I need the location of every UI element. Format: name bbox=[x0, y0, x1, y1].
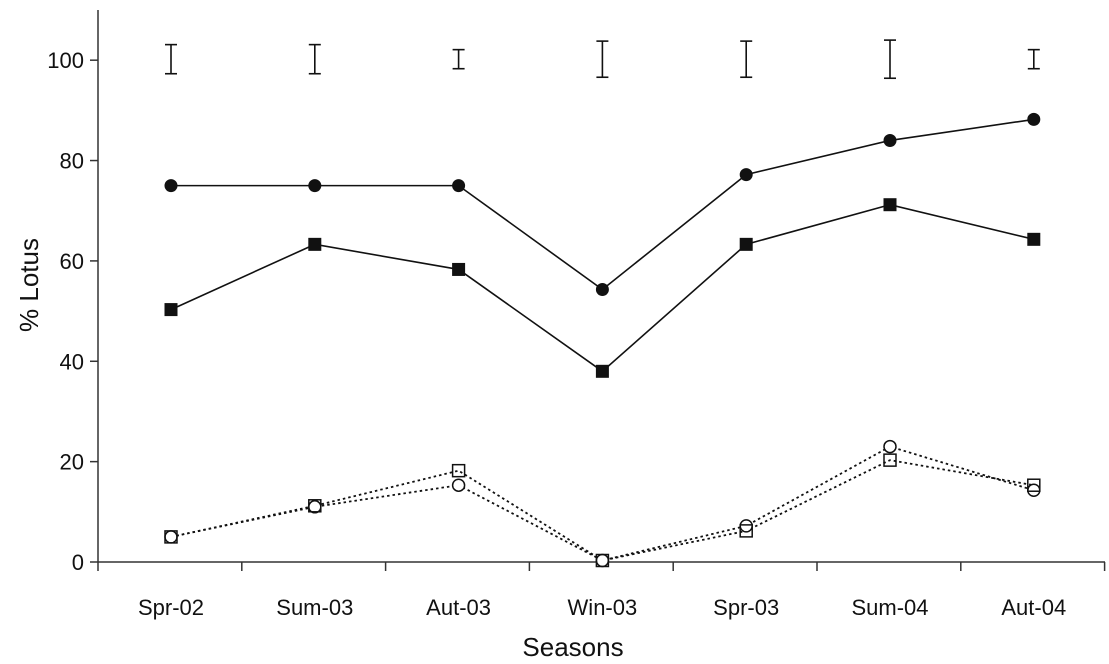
error-bars bbox=[165, 40, 1040, 78]
data-point-s1-4 bbox=[596, 283, 609, 296]
series-line-3 bbox=[171, 447, 1034, 561]
x-tick-label: Win-03 bbox=[568, 595, 638, 620]
error-bar bbox=[309, 45, 321, 74]
x-tick-label: Aut-04 bbox=[1001, 595, 1066, 620]
error-bar bbox=[740, 41, 752, 77]
data-point-s4-3 bbox=[453, 465, 465, 477]
y-tick-label: 20 bbox=[60, 450, 84, 475]
data-point-s2-2 bbox=[308, 238, 321, 251]
data-point-s3-5 bbox=[740, 520, 752, 532]
series-line-1 bbox=[171, 119, 1034, 289]
error-bar bbox=[165, 45, 177, 74]
series-lines bbox=[171, 119, 1034, 560]
markers bbox=[165, 113, 1041, 567]
data-point-s1-7 bbox=[1027, 113, 1040, 126]
y-tick-label: 60 bbox=[60, 249, 84, 274]
data-point-s3-7 bbox=[1028, 484, 1040, 496]
x-tick-label: Sum-04 bbox=[851, 595, 928, 620]
data-point-s1-6 bbox=[884, 134, 897, 147]
data-point-s1-5 bbox=[740, 168, 753, 181]
error-bar bbox=[1028, 50, 1040, 69]
data-point-s2-3 bbox=[452, 263, 465, 276]
x-tick-label: Spr-03 bbox=[713, 595, 779, 620]
x-tick-label: Spr-02 bbox=[138, 595, 204, 620]
data-point-s2-5 bbox=[740, 238, 753, 251]
data-point-s2-4 bbox=[596, 365, 609, 378]
data-point-s1-3 bbox=[452, 179, 465, 192]
error-bar bbox=[453, 50, 465, 69]
y-tick-label: 80 bbox=[60, 149, 84, 174]
labels: 0 20 40 60 80 100 Spr-02 Sum-03 Aut-03 Win-03 Spr-… bbox=[47, 48, 1066, 620]
data-point-s2-7 bbox=[1027, 233, 1040, 246]
data-point-s2-1 bbox=[165, 303, 178, 316]
data-point-s1-1 bbox=[165, 179, 178, 192]
x-tick-label: Sum-03 bbox=[276, 595, 353, 620]
data-point-s3-4 bbox=[596, 554, 608, 566]
data-point-s2-6 bbox=[884, 198, 897, 211]
y-axis-title: % Lotus bbox=[14, 238, 44, 332]
y-tick-label: 100 bbox=[47, 48, 84, 73]
data-point-s3-1 bbox=[165, 531, 177, 543]
y-tick-label: 0 bbox=[72, 550, 84, 575]
y-tick-label: 40 bbox=[60, 349, 84, 374]
error-bar bbox=[884, 40, 896, 78]
data-point-s3-2 bbox=[309, 501, 321, 513]
error-bar bbox=[596, 41, 608, 77]
x-axis-title: Seasons bbox=[522, 632, 623, 662]
data-point-s3-3 bbox=[453, 479, 465, 491]
x-tick-label: Aut-03 bbox=[426, 595, 491, 620]
data-point-s3-6 bbox=[884, 441, 896, 453]
data-point-s1-2 bbox=[308, 179, 321, 192]
